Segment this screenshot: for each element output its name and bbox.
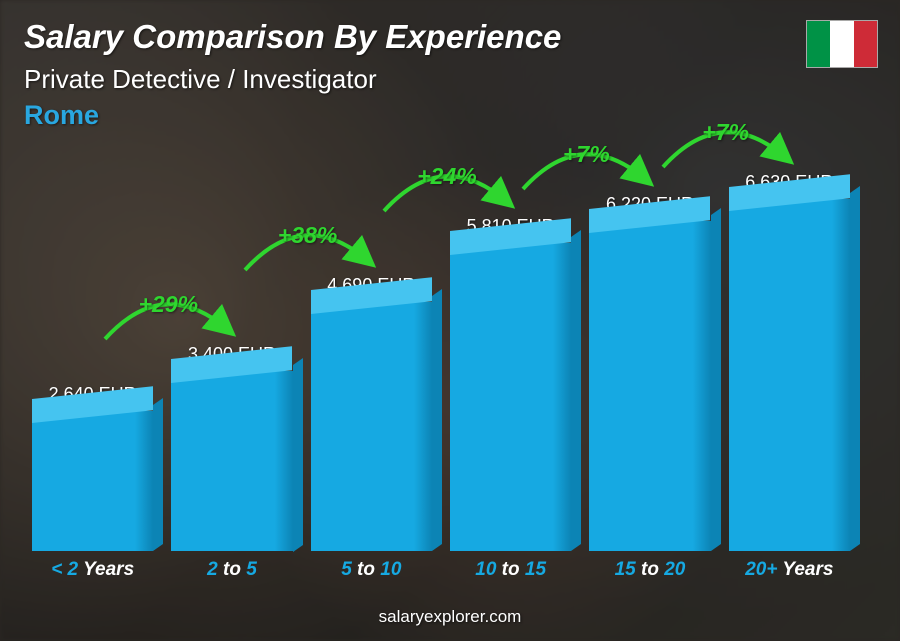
percent-increase-label: +38% — [233, 222, 383, 249]
bar-side-face — [711, 208, 721, 551]
increase-arc: +38% — [233, 214, 383, 276]
content-layer: Salary Comparison By Experience Private … — [0, 0, 900, 641]
increase-arc: +24% — [372, 155, 522, 217]
bar-side-face — [293, 357, 303, 551]
bar-front-face — [311, 302, 432, 551]
bar — [450, 243, 571, 551]
bar-column: +24%5,810 EUR — [450, 216, 571, 551]
chart-subtitle: Private Detective / Investigator — [24, 64, 377, 95]
bar — [589, 221, 710, 551]
flag-stripe — [807, 21, 830, 67]
category-labels: < 2 Years 2 to 5 5 to 10 10 to 15 15 to 20 20… — [32, 559, 850, 581]
category-label: 20+ Years — [729, 559, 850, 581]
bar-front-face — [729, 199, 850, 551]
bar — [171, 371, 292, 552]
category-label: < 2 Years — [32, 559, 153, 581]
percent-increase-label: +29% — [93, 291, 243, 318]
bar — [311, 302, 432, 551]
bar-column: +29%3,400 EUR — [171, 344, 292, 552]
percent-increase-label: +7% — [511, 141, 661, 168]
chart-title: Salary Comparison By Experience — [24, 18, 561, 56]
bar-front-face — [450, 243, 571, 551]
bar-side-face — [850, 186, 860, 551]
bar-column: +7%6,220 EUR — [589, 194, 710, 551]
bar-side-face — [571, 230, 581, 551]
bar — [32, 411, 153, 551]
flag-stripe — [830, 21, 853, 67]
increase-arc: +29% — [93, 283, 243, 345]
category-label: 5 to 10 — [311, 559, 432, 581]
bar-side-face — [153, 398, 163, 551]
category-label: 2 to 5 — [171, 559, 292, 581]
percent-increase-label: +7% — [651, 119, 801, 146]
increase-arc: +7% — [651, 111, 801, 173]
increase-arc: +7% — [511, 133, 661, 195]
bar-front-face — [589, 221, 710, 551]
category-label: 15 to 20 — [589, 559, 710, 581]
bar-front-face — [32, 411, 153, 551]
bars-container: 2,640 EUR+29%3,400 EUR+38%4,690 EUR+24%5… — [32, 150, 850, 551]
category-label: 10 to 15 — [450, 559, 571, 581]
footer-credit: salaryexplorer.com — [0, 607, 900, 627]
chart-location: Rome — [24, 100, 99, 131]
flag-stripe — [854, 21, 877, 67]
bar — [729, 199, 850, 551]
bar-side-face — [432, 289, 442, 551]
bar-column: +38%4,690 EUR — [311, 275, 432, 551]
bar-column: 2,640 EUR — [32, 384, 153, 551]
italy-flag-icon — [806, 20, 878, 68]
bar-chart: 2,640 EUR+29%3,400 EUR+38%4,690 EUR+24%5… — [32, 150, 850, 581]
percent-increase-label: +24% — [372, 163, 522, 190]
bar-column: +7%6,630 EUR — [729, 172, 850, 551]
bar-front-face — [171, 371, 292, 552]
